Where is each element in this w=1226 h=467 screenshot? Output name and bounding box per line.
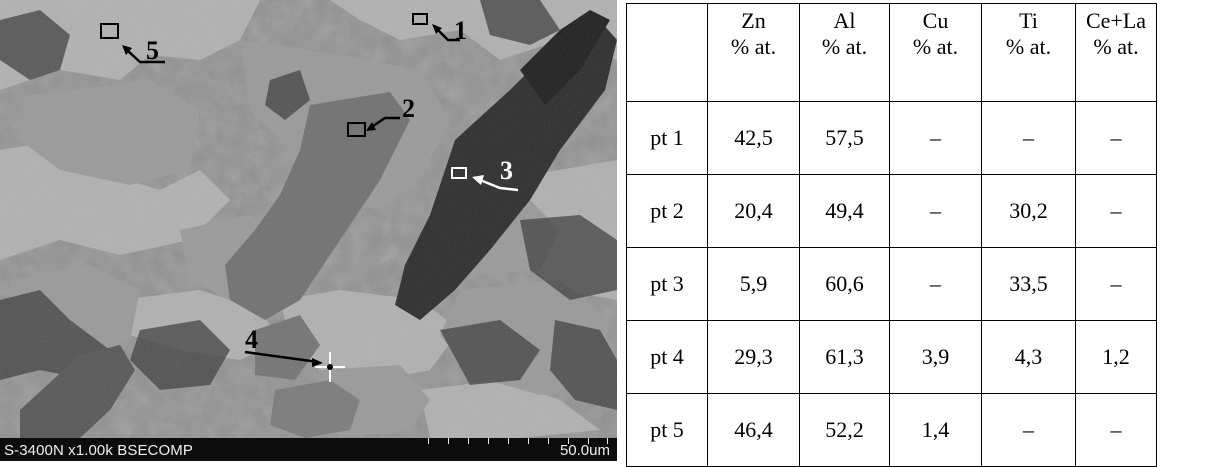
row-label: pt 2 (626, 174, 708, 248)
table-cell: 1,2 (1075, 320, 1157, 394)
composition-table-wrap: Zn% at. Al% at. Cu% at. Ti% at. Ce+La% a… (626, 3, 1157, 467)
table-header-row: Zn% at. Al% at. Cu% at. Ti% at. Ce+La% a… (626, 3, 1157, 102)
header-cell-cu: Cu% at. (889, 3, 982, 102)
sem-micrograph: 1 2 3 4 5 S-3400N x1.00k BSECOMP 50.0um (0, 0, 617, 461)
marker-box-pt2 (347, 122, 366, 137)
table-cell: – (1075, 393, 1157, 467)
table-cell: 29,3 (707, 320, 800, 394)
point-label-3: 3 (500, 156, 513, 185)
table-cell: 57,5 (799, 101, 890, 175)
table-row: pt 1 42,5 57,5 – – – (626, 101, 1157, 175)
table-cell: – (981, 393, 1076, 467)
table-row: pt 4 29,3 61,3 3,9 4,3 1,2 (626, 320, 1157, 394)
table-cell: – (1075, 101, 1157, 175)
table-row: pt 3 5,9 60,6 – 33,5 – (626, 247, 1157, 321)
table-cell: 52,2 (799, 393, 890, 467)
table-cell: – (889, 247, 982, 321)
micrograph-image (0, 0, 617, 461)
point-label-5: 5 (146, 36, 159, 65)
table-cell: 5,9 (707, 247, 800, 321)
point-label-2: 2 (402, 94, 415, 123)
table-cell: 33,5 (981, 247, 1076, 321)
marker-box-pt3 (451, 167, 467, 179)
point-label-1: 1 (454, 16, 467, 45)
table-cell: 30,2 (981, 174, 1076, 248)
sem-instrument-info: S-3400N x1.00k BSECOMP (4, 442, 193, 459)
row-label: pt 1 (626, 101, 708, 175)
composition-table: Zn% at. Al% at. Cu% at. Ti% at. Ce+La% a… (626, 3, 1157, 467)
marker-box-pt1 (412, 13, 428, 25)
table-cell: – (1075, 174, 1157, 248)
scale-bar-ticks (428, 438, 608, 444)
marker-crosshair-pt4 (315, 352, 345, 382)
sem-info-bar (0, 438, 617, 461)
table-cell: – (981, 101, 1076, 175)
row-label: pt 4 (626, 320, 708, 394)
table-cell: 60,6 (799, 247, 890, 321)
point-label-4: 4 (245, 325, 258, 354)
table-cell: 61,3 (799, 320, 890, 394)
table-cell: 42,5 (707, 101, 800, 175)
table-row: pt 2 20,4 49,4 – 30,2 – (626, 174, 1157, 248)
table-cell: – (889, 101, 982, 175)
header-cell-empty (626, 3, 708, 102)
header-cell-ti: Ti% at. (981, 3, 1076, 102)
row-label: pt 5 (626, 393, 708, 467)
marker-box-pt5 (100, 23, 119, 39)
header-cell-al: Al% at. (799, 3, 890, 102)
table-cell: 4,3 (981, 320, 1076, 394)
row-label: pt 3 (626, 247, 708, 321)
table-cell: 46,4 (707, 393, 800, 467)
scale-bar-label: 50.0um (559, 442, 610, 459)
table-cell: 1,4 (889, 393, 982, 467)
table-cell: 3,9 (889, 320, 982, 394)
table-cell: 20,4 (707, 174, 800, 248)
table-cell: – (889, 174, 982, 248)
header-cell-zn: Zn% at. (707, 3, 800, 102)
table-cell: 49,4 (799, 174, 890, 248)
header-cell-ce-la: Ce+La% at. (1075, 3, 1157, 102)
table-cell: – (1075, 247, 1157, 321)
table-row: pt 5 46,4 52,2 1,4 – – (626, 393, 1157, 467)
